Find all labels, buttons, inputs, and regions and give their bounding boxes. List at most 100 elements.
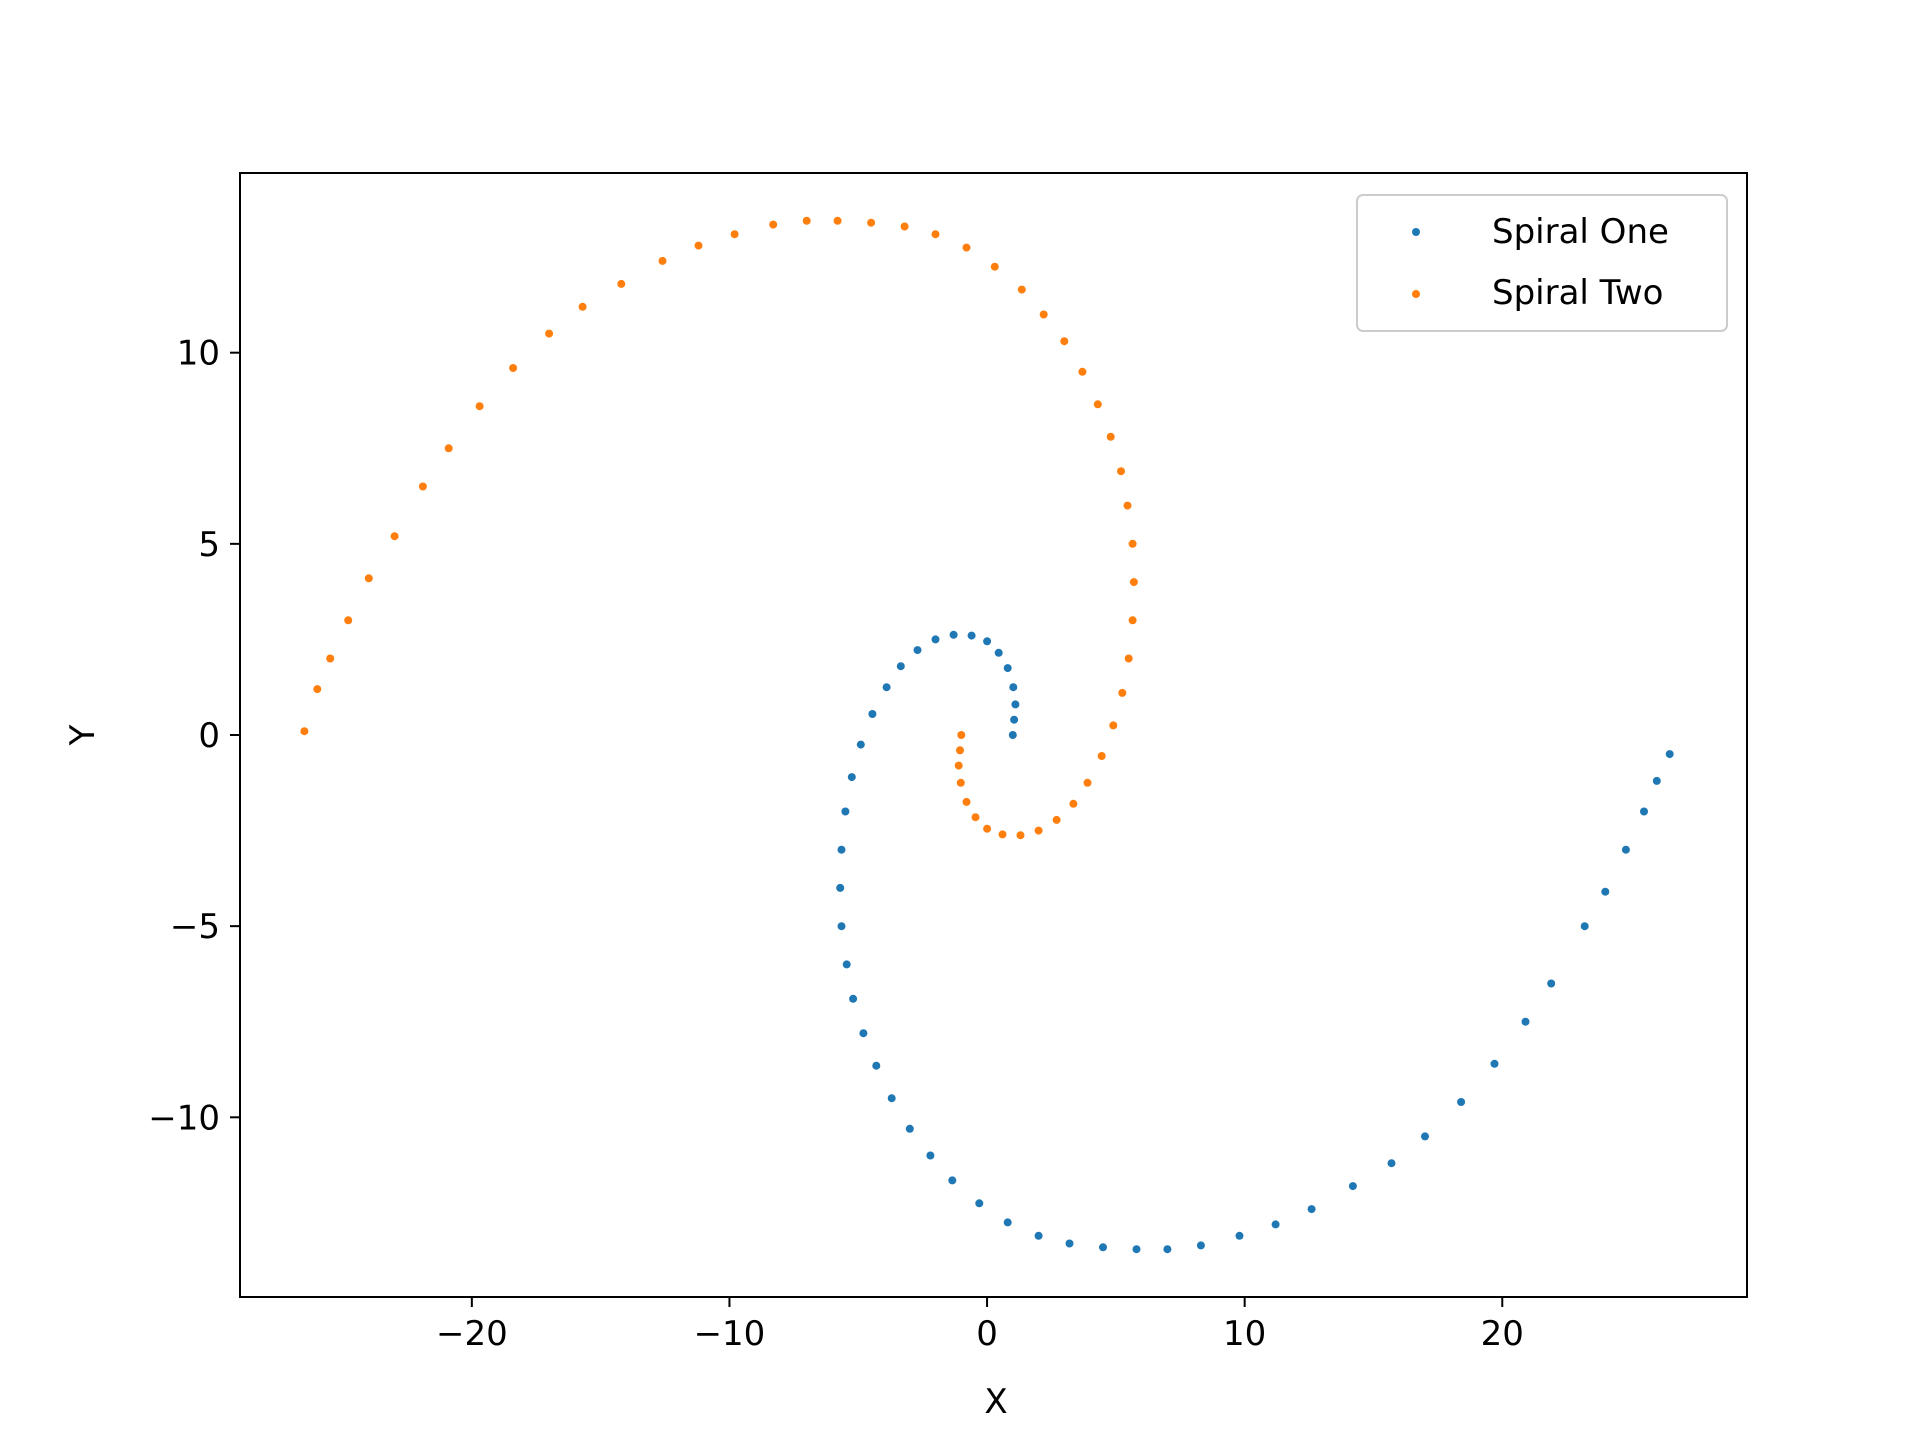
series-1-point-20 bbox=[842, 960, 851, 969]
series-2-point-23 bbox=[1093, 400, 1102, 409]
series-1-point-24 bbox=[887, 1094, 896, 1103]
series-1-point-14 bbox=[856, 740, 865, 749]
y-axis-label: Y bbox=[63, 724, 103, 746]
y-tick-label: 5 bbox=[198, 525, 220, 565]
series-2-point-44 bbox=[444, 444, 453, 453]
series-1-point-10 bbox=[913, 646, 922, 655]
series-1-point-4 bbox=[1003, 664, 1012, 673]
x-axis-ticks: −20 −10 0 10 20 bbox=[436, 1297, 1524, 1354]
series-1-point-11 bbox=[896, 662, 905, 671]
series-2-point-17 bbox=[1128, 616, 1137, 625]
series-1-point-19 bbox=[837, 922, 846, 931]
series-1-point-28 bbox=[975, 1199, 984, 1208]
series-1-point-9 bbox=[931, 635, 940, 644]
scatter-marks bbox=[300, 216, 1674, 1254]
series-1-point-29 bbox=[1003, 1218, 1012, 1227]
series-2-point-21 bbox=[1117, 467, 1125, 476]
series-2-point-12 bbox=[1083, 778, 1092, 787]
series-1-point-22 bbox=[859, 1029, 868, 1038]
x-tick-label: −10 bbox=[694, 1314, 766, 1354]
y-tick-label: −10 bbox=[148, 1098, 220, 1138]
series-1-point-44 bbox=[1521, 1017, 1530, 1026]
series-1-point-40 bbox=[1387, 1159, 1396, 1168]
series-1-point-6 bbox=[983, 637, 992, 646]
series-1-point-1 bbox=[1010, 715, 1019, 724]
y-tick-label: −5 bbox=[170, 907, 220, 947]
x-tick-label: 20 bbox=[1481, 1314, 1524, 1354]
legend-marker-spiral-one bbox=[1412, 228, 1420, 236]
series-2-point-34 bbox=[802, 216, 811, 225]
series-2-point-47 bbox=[364, 574, 373, 583]
series-1-point-30 bbox=[1034, 1231, 1043, 1240]
series-2-point-18 bbox=[1129, 578, 1138, 587]
series-2-point-7 bbox=[998, 830, 1007, 839]
series-2-point-32 bbox=[867, 218, 876, 227]
y-tick-label: 10 bbox=[177, 334, 220, 374]
y-tick-label: 0 bbox=[198, 716, 220, 756]
series-1-point-5 bbox=[994, 648, 1003, 657]
series-2-point-40 bbox=[578, 302, 587, 311]
series-2-point-1 bbox=[956, 746, 964, 755]
x-tick-label: −20 bbox=[436, 1314, 508, 1354]
series-1-point-3 bbox=[1009, 683, 1018, 692]
legend-label-spiral-two: Spiral Two bbox=[1492, 273, 1663, 313]
legend-marker-spiral-two bbox=[1412, 290, 1420, 298]
series-2-point-0 bbox=[957, 731, 966, 739]
series-1-point-48 bbox=[1621, 845, 1630, 854]
series-1-point-37 bbox=[1271, 1220, 1280, 1229]
series-1-point-39 bbox=[1348, 1182, 1357, 1191]
series-1-point-36 bbox=[1235, 1231, 1244, 1240]
series-2-point-14 bbox=[1109, 721, 1118, 730]
series-2-point-19 bbox=[1128, 539, 1137, 548]
legend-label-spiral-one: Spiral One bbox=[1492, 212, 1669, 252]
series-1-point-35 bbox=[1196, 1241, 1205, 1250]
series-1-point-2 bbox=[1011, 700, 1020, 709]
series-1-point-50 bbox=[1652, 776, 1661, 785]
series-2-point-15 bbox=[1118, 688, 1127, 697]
series-1-point-13 bbox=[868, 710, 877, 718]
series-1-point-8 bbox=[949, 630, 958, 639]
series-1-point-21 bbox=[849, 994, 858, 1003]
series-2-point-4 bbox=[962, 797, 971, 806]
series-2-point-5 bbox=[971, 813, 980, 822]
series-2-point-41 bbox=[545, 329, 554, 338]
series-2-point-27 bbox=[1017, 285, 1026, 294]
series-2-point-8 bbox=[1016, 831, 1025, 840]
series-2-point-48 bbox=[344, 616, 353, 625]
series-1-point-38 bbox=[1307, 1205, 1316, 1214]
legend-frame bbox=[1356, 194, 1728, 332]
series-2-point-3 bbox=[956, 778, 965, 787]
series-1-point-23 bbox=[872, 1061, 881, 1070]
series-1-point-27 bbox=[948, 1176, 957, 1185]
series-1-point-17 bbox=[837, 845, 846, 854]
series-1-point-34 bbox=[1163, 1245, 1172, 1254]
series-2-point-50 bbox=[313, 685, 322, 694]
series-2-point-33 bbox=[833, 216, 842, 225]
series-2-point-2 bbox=[954, 761, 963, 770]
series-1-point-18 bbox=[836, 883, 845, 892]
series-1-point-0 bbox=[1008, 731, 1017, 739]
series-1-point-42 bbox=[1457, 1098, 1466, 1106]
series-2-point-39 bbox=[617, 279, 626, 288]
series-1-point-45 bbox=[1547, 979, 1556, 988]
series-2-point-28 bbox=[990, 262, 999, 271]
series-2-point-13 bbox=[1097, 752, 1106, 760]
y-axis-ticks: −10 −5 0 5 10 bbox=[148, 334, 240, 1138]
series-2-point-6 bbox=[983, 824, 992, 833]
series-2-point-25 bbox=[1060, 337, 1069, 346]
series-2-point-46 bbox=[390, 532, 399, 541]
legend: Spiral One Spiral Two bbox=[1356, 194, 1728, 332]
series-1-point-31 bbox=[1065, 1239, 1074, 1248]
series-1-point-15 bbox=[847, 773, 856, 782]
series-2-point-31 bbox=[900, 222, 909, 231]
series-1-point-12 bbox=[882, 683, 891, 692]
series-1-points bbox=[836, 630, 1674, 1254]
series-2-point-30 bbox=[931, 230, 940, 239]
series-1-point-32 bbox=[1099, 1243, 1107, 1252]
series-2-point-43 bbox=[475, 402, 484, 411]
series-2-point-38 bbox=[658, 256, 667, 265]
series-1-point-26 bbox=[926, 1151, 935, 1160]
series-1-point-16 bbox=[841, 807, 850, 816]
series-1-point-49 bbox=[1640, 807, 1648, 816]
